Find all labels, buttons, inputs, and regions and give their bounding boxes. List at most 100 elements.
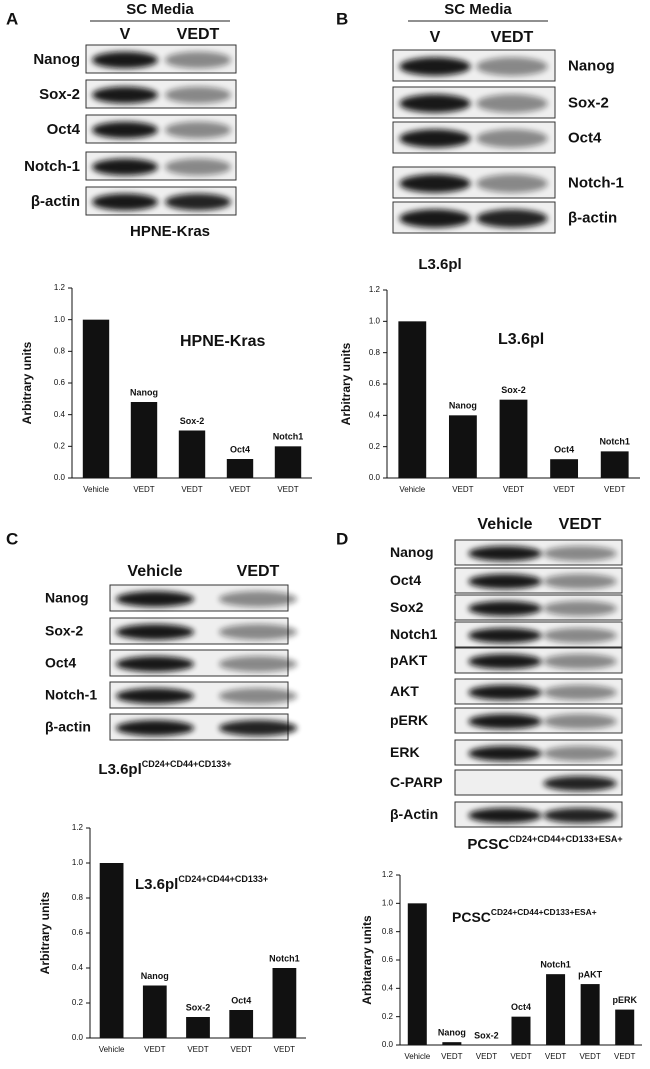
bar-label: Notch1: [273, 432, 304, 442]
cell-line-label-main: HPNE-Kras: [130, 223, 210, 240]
y-axis-label: Arbitrary units: [20, 341, 34, 424]
blot-band: [218, 656, 298, 672]
bar-label: Oct4: [230, 444, 250, 454]
x-tick-label: Vehicle: [99, 1045, 125, 1054]
blot-band: [165, 193, 231, 211]
blot-row-label: C-PARP: [390, 774, 443, 790]
y-tick-label: 1.0: [72, 858, 84, 867]
chart-title-sup: CD24+CD44+CD133+: [178, 874, 268, 884]
x-tick-label: VEDT: [274, 1045, 295, 1054]
blot-band: [399, 174, 471, 193]
blot-band: [165, 158, 231, 176]
blot-row-label: pAKT: [390, 652, 428, 668]
bar-label: Notch1: [540, 960, 571, 970]
x-tick-label: VEDT: [476, 1052, 497, 1061]
chart-title-sup: CD24+CD44+CD133+ESA+: [491, 907, 597, 917]
x-tick-label: VEDT: [579, 1052, 600, 1061]
blot-band: [165, 121, 231, 139]
blot-row-label: ERK: [390, 744, 420, 760]
bar: [546, 974, 566, 1045]
bar-label: Sox-2: [474, 1030, 499, 1040]
blot-band: [399, 209, 471, 228]
blot-row-label: Nanog: [390, 544, 434, 560]
blot-band: [115, 624, 195, 640]
bar: [229, 1010, 254, 1038]
bar: [615, 1009, 635, 1045]
panel-letter: C: [6, 529, 18, 548]
y-tick-label: 0.2: [72, 998, 84, 1007]
blot-row-label: Sox-2: [568, 94, 609, 111]
y-tick-label: 0.0: [369, 473, 381, 482]
bar: [186, 1017, 210, 1038]
bar-label: Nanog: [130, 387, 158, 397]
blot-band: [468, 600, 542, 617]
bar: [398, 321, 427, 478]
blot-band: [468, 573, 542, 590]
bar-label: Oct4: [511, 1002, 531, 1012]
y-tick-label: 0.6: [382, 955, 394, 964]
x-tick-label: VEDT: [510, 1052, 531, 1061]
y-tick-label: 1.0: [382, 898, 394, 907]
bar-label: Nanog: [449, 401, 477, 411]
y-tick-label: 0.0: [54, 473, 66, 482]
blot-row-label: Notch-1: [24, 158, 80, 175]
blot-row-label: Nanog: [568, 57, 615, 74]
x-tick-label: VEDT: [277, 485, 298, 494]
blot-row-label: Notch-1: [45, 687, 97, 703]
lane-label: VEDT: [559, 516, 602, 533]
y-tick-label: 1.0: [54, 315, 66, 324]
blot-band: [218, 720, 298, 736]
blot-row-label: Sox2: [390, 599, 424, 615]
blot-header: SC Media: [126, 1, 194, 18]
blot-band: [476, 174, 548, 193]
blot-row-label: AKT: [390, 683, 419, 699]
lane-label: VEDT: [177, 26, 220, 43]
bar-label: Sox-2: [501, 385, 526, 395]
blot-band: [543, 627, 617, 644]
bar-label: Nanog: [141, 971, 169, 981]
y-axis-label: Arbitarary units: [360, 915, 374, 1005]
bar-label: Sox-2: [186, 1002, 211, 1012]
bar-label: Oct4: [554, 445, 574, 455]
y-tick-label: 0.8: [54, 346, 66, 355]
y-tick-label: 0.6: [72, 928, 84, 937]
blot-row-label: pERK: [390, 712, 428, 728]
y-tick-label: 0.2: [382, 1012, 394, 1021]
blot-band: [476, 94, 548, 113]
x-tick-label: VEDT: [441, 1052, 462, 1061]
blot-band: [543, 684, 617, 701]
y-tick-label: 1.2: [54, 283, 66, 292]
lane-label: Vehicle: [477, 516, 532, 533]
y-tick-label: 0.8: [369, 348, 381, 357]
bar-label: pAKT: [578, 969, 602, 979]
bar: [550, 459, 579, 478]
bar: [272, 968, 297, 1038]
blot-row-label: Notch-1: [568, 174, 624, 191]
bar: [600, 451, 629, 478]
lane-label: V: [430, 29, 441, 46]
bar: [226, 459, 254, 478]
cell-line-label-main: PCSC: [467, 836, 509, 853]
chart-title: L3.6pl: [498, 331, 544, 348]
x-tick-label: Vehicle: [399, 485, 425, 494]
cell-line-label-main: L3.6pl: [98, 761, 141, 778]
bar-label: pERK: [612, 995, 637, 1005]
cell-line-label-main: L3.6pl: [418, 256, 461, 273]
blot-band: [115, 591, 195, 607]
bar-label: Notch1: [599, 437, 630, 447]
x-tick-label: Vehicle: [404, 1052, 430, 1061]
bar-label: Notch1: [269, 953, 300, 963]
blot-row-label: Notch1: [390, 626, 438, 642]
blot-band: [92, 193, 158, 211]
bar-label: Oct4: [231, 995, 251, 1005]
x-tick-label: VEDT: [452, 485, 473, 494]
x-tick-label: VEDT: [545, 1052, 566, 1061]
x-tick-label: VEDT: [144, 1045, 165, 1054]
chart-title-main: L3.6pl: [135, 876, 178, 893]
bar: [499, 399, 528, 478]
lane-label: VEDT: [491, 29, 534, 46]
y-tick-label: 1.2: [382, 870, 394, 879]
x-tick-label: VEDT: [231, 1045, 252, 1054]
blot-band: [543, 713, 617, 730]
